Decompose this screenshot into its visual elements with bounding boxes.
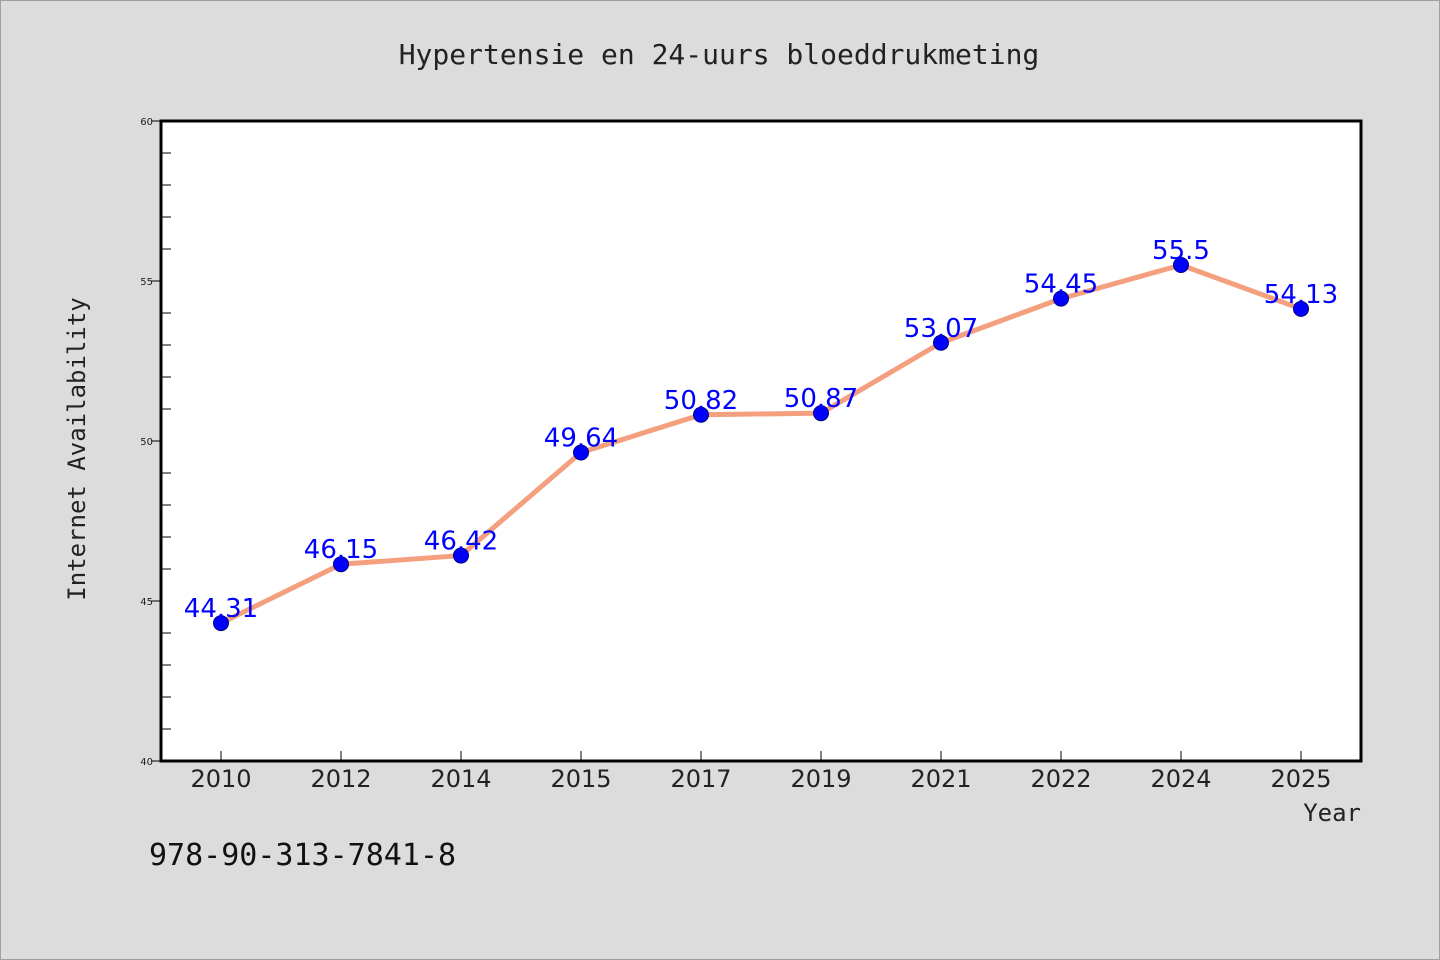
y-axis-label: Internet Availability [63,297,91,600]
data-label: 46.15 [304,535,378,565]
isbn-footer: 978-90-313-7841-8 [149,838,456,873]
data-point [573,444,589,461]
y-tick-label: 45 [140,597,153,608]
series-layer [218,262,1304,626]
data-point [933,334,949,351]
data-label: 53.07 [904,314,978,344]
y-tick-label: 40 [140,757,153,768]
x-tick-label: 2022 [1030,765,1091,793]
data-point [1053,290,1069,307]
x-tick-label: 2017 [670,765,731,793]
x-tick-label: 2010 [190,765,251,793]
chart-title: Hypertensie en 24-uurs bloeddrukmeting [399,38,1040,71]
x-axis-label: Year [1303,799,1361,827]
data-point [813,405,829,422]
data-label: 49.64 [544,424,618,454]
y-tick-label: 55 [140,277,153,288]
data-point [1293,300,1309,317]
data-point [213,615,229,632]
data-point [333,556,349,573]
data-label: 50.87 [784,384,858,414]
data-label: 46.42 [424,527,498,557]
data-point [1173,257,1189,273]
data-label: 54.13 [1264,280,1338,310]
y-tick-label: 60 [140,117,153,128]
x-tick-label: 2024 [1150,765,1211,793]
y-tick-label: 50 [140,437,153,448]
data-point [453,547,469,564]
data-label: 55.5 [1152,236,1210,266]
data-label: 54.45 [1024,270,1098,300]
x-tick-label: 2021 [910,765,971,793]
x-tick-label: 2025 [1270,765,1331,793]
y-axis: 40 45 50 55 60 [140,117,171,768]
data-point [693,406,709,423]
data-label: 50.82 [664,386,738,416]
markers-layer [213,257,1309,632]
x-axis: 2010 2012 2014 2015 2017 2019 2021 2022 2024 2025 [190,751,1332,793]
x-tick-label: 2015 [550,765,611,793]
x-tick-label: 2012 [310,765,371,793]
data-label: 44.31 [184,594,258,624]
series-line [218,262,1304,626]
plot-area [159,119,1363,763]
x-tick-label: 2019 [790,765,851,793]
x-tick-label: 2014 [430,765,491,793]
data-labels-layer: 44.31 46.15 46.42 49.64 50.82 50.87 53.07 54.45… [184,236,1338,624]
